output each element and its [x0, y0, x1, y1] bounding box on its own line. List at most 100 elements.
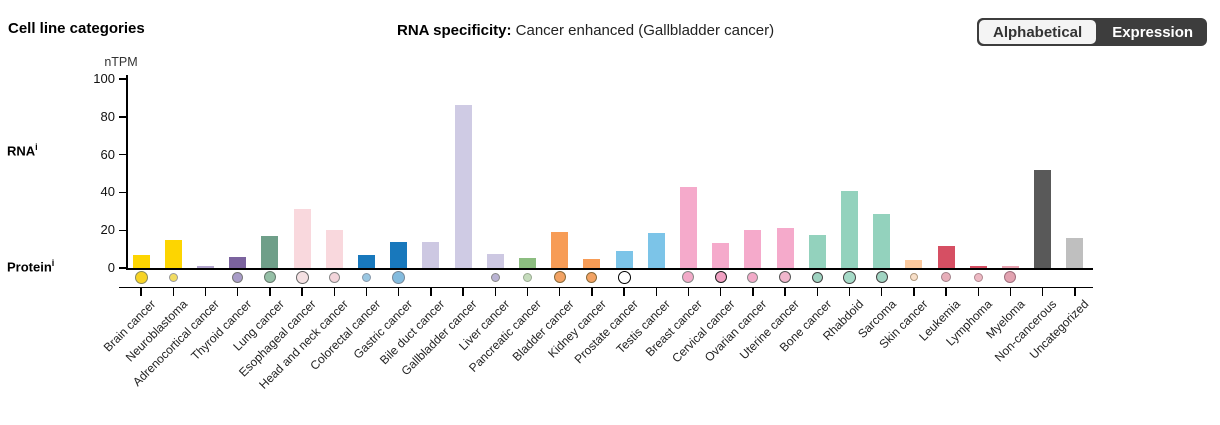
x-tick [752, 287, 754, 296]
bar[interactable] [808, 234, 826, 268]
protein-circle[interactable] [263, 271, 276, 283]
protein-circle[interactable] [392, 270, 406, 284]
x-tick [913, 287, 915, 296]
x-tick [397, 287, 400, 296]
protein-circle[interactable] [232, 271, 244, 283]
x-tick [333, 287, 335, 296]
protein-circle[interactable] [295, 270, 309, 284]
protein-circle[interactable] [714, 271, 727, 283]
bar[interactable] [293, 209, 311, 268]
y-tick [119, 153, 127, 156]
x-tick [784, 287, 786, 296]
bar[interactable] [518, 257, 536, 268]
bar[interactable] [840, 190, 858, 268]
bar[interactable] [776, 228, 794, 268]
bar[interactable] [357, 254, 375, 268]
protein-circle[interactable] [490, 272, 500, 282]
x-tick [494, 287, 496, 296]
protein-circle[interactable] [682, 271, 695, 283]
bar[interactable] [615, 250, 633, 268]
x-tick [204, 287, 207, 296]
x-tick [430, 287, 432, 296]
bar[interactable] [712, 243, 730, 268]
page-title: Cell line categories [8, 20, 145, 37]
x-tick [172, 287, 174, 296]
bar[interactable] [873, 214, 891, 268]
x-tick [462, 287, 464, 296]
y-tick-label: 20 [100, 222, 115, 238]
protein-info-icon[interactable]: i [51, 258, 55, 268]
bar[interactable] [196, 266, 214, 268]
x-tick [236, 287, 239, 296]
bar[interactable] [905, 260, 923, 268]
x-tick [301, 287, 303, 296]
protein-circle[interactable] [941, 272, 951, 282]
protein-circle[interactable] [168, 272, 178, 282]
x-tick [1074, 287, 1076, 296]
y-tick [119, 116, 127, 118]
bar[interactable] [937, 246, 955, 268]
y-tick [119, 78, 127, 80]
bar[interactable] [1066, 237, 1084, 268]
protein-circle[interactable] [973, 272, 983, 282]
protein-circle[interactable] [328, 271, 340, 283]
protein-circle[interactable] [875, 271, 888, 283]
toggle-alphabetical-button[interactable]: Alphabetical [977, 18, 1099, 46]
x-tick [623, 287, 625, 296]
bar[interactable] [390, 242, 408, 268]
protein-circle[interactable] [842, 270, 856, 284]
toggle-expression-button[interactable]: Expression [1112, 23, 1194, 41]
bar[interactable] [229, 256, 247, 268]
protein-circle[interactable] [779, 271, 791, 283]
rna-row-text: RNA [7, 143, 36, 159]
x-tick [1041, 287, 1044, 296]
rna-specificity-value: Cancer enhanced (Gallbladder cancer) [515, 22, 775, 39]
bar[interactable] [551, 232, 569, 268]
bar[interactable] [969, 266, 987, 268]
bar[interactable] [1001, 266, 1019, 268]
bar[interactable] [647, 233, 665, 268]
bar[interactable] [422, 241, 440, 268]
x-tick [687, 287, 690, 296]
y-axis-unit-label: nTPM [104, 55, 138, 69]
x-tick [977, 287, 979, 296]
bar[interactable] [1034, 169, 1052, 268]
y-tick [119, 267, 127, 269]
bar[interactable] [679, 186, 697, 268]
rna-info-icon[interactable]: i [35, 142, 38, 152]
bar[interactable] [132, 254, 150, 268]
x-tick [269, 287, 271, 296]
y-tick-label: 60 [100, 146, 115, 162]
bar[interactable] [325, 230, 343, 268]
bar[interactable] [486, 253, 504, 268]
protein-circle[interactable] [747, 271, 759, 283]
protein-circle[interactable] [586, 271, 598, 283]
y-tick [119, 191, 127, 194]
x-axis-baseline [126, 268, 1093, 270]
x-tick [526, 287, 529, 296]
rna-specificity: RNA specificity: Cancer enhanced (Gallbl… [397, 22, 774, 39]
bar[interactable] [583, 259, 601, 268]
protein-circle[interactable] [617, 270, 631, 284]
protein-circle[interactable] [1004, 271, 1017, 283]
protein-circle[interactable] [553, 271, 566, 283]
sort-toggle[interactable]: Alphabetical Expression [977, 18, 1208, 46]
protein-circle[interactable] [361, 272, 371, 282]
x-tick [945, 287, 947, 296]
bar[interactable] [261, 235, 279, 268]
x-tick [591, 287, 593, 296]
bar[interactable] [454, 105, 472, 268]
y-tick-label: 40 [100, 184, 115, 200]
rna-specificity-label: RNA specificity: [397, 22, 512, 39]
x-tick [558, 287, 561, 296]
protein-circle[interactable] [522, 272, 532, 282]
protein-circle[interactable] [909, 273, 918, 281]
y-axis-line [126, 75, 128, 269]
protein-circle[interactable] [134, 270, 148, 284]
x-tick [655, 287, 657, 296]
bar[interactable] [164, 239, 182, 268]
bar[interactable] [744, 230, 762, 268]
protein-row-label: Proteini [7, 258, 54, 274]
protein-circle[interactable] [811, 271, 823, 283]
